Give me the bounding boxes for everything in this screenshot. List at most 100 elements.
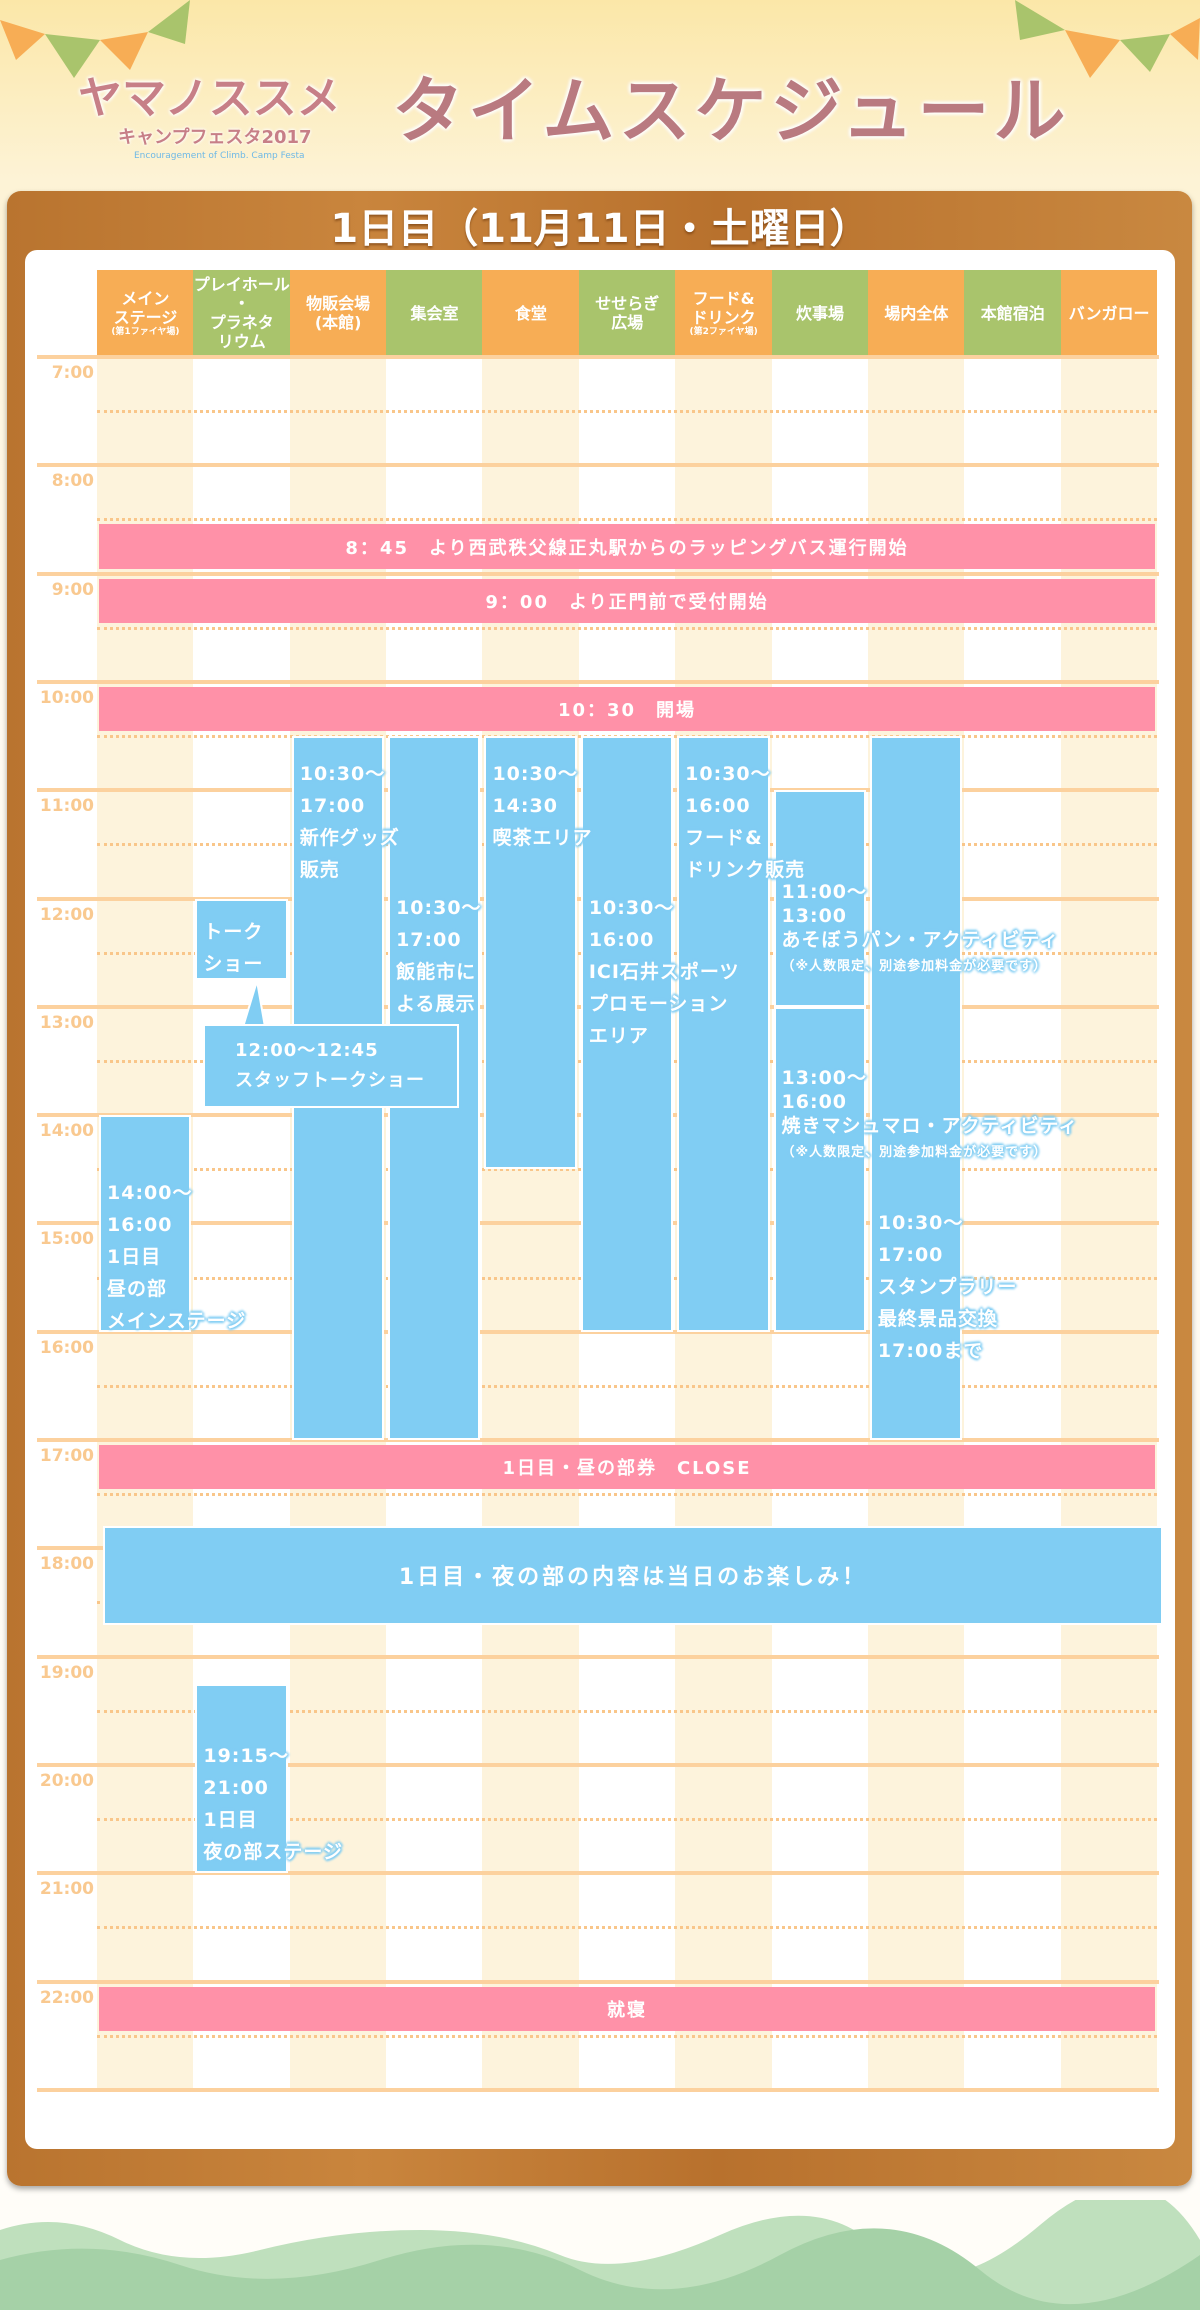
time-label: 8:00 <box>51 471 94 492</box>
column-header: せせらぎ 広場 <box>578 270 676 356</box>
half-hour-line <box>97 518 1157 522</box>
schedule-event: 10:30〜 16:00 フード& ドリンク販売 <box>677 736 804 1332</box>
event-text: 10:30〜 16:00 ICI石井スポーツ プロモーション エリア <box>589 828 740 1052</box>
time-label: 9:00 <box>51 579 94 600</box>
bunting-decoration <box>0 0 190 78</box>
time-label: 20:00 <box>39 1770 94 1791</box>
schedule-event: 10：30 開場 <box>99 686 1155 732</box>
schedule-event: トーク ショー <box>195 898 288 980</box>
time-label: 7:00 <box>51 363 94 383</box>
hour-line <box>37 679 1159 684</box>
column-header: 集会室 <box>386 270 483 356</box>
column-header: プレイホール ・ プラネタ リウム <box>193 270 291 356</box>
time-label: 14:00 <box>39 1121 94 1142</box>
schedule-event: 19:15〜 21:00 1日目 夜の部ステージ <box>195 1683 342 1874</box>
callout-tail <box>241 981 267 1027</box>
event-label: 14:00〜 16:00 1日目 昼の部 メインステージ <box>107 1182 247 1333</box>
column-header: メイン ステージ (第1ファイヤ場) <box>97 270 194 356</box>
schedule-event: 10:30〜 14:30 喫茶エリア <box>484 736 591 1170</box>
bunting-decoration <box>1015 0 1200 78</box>
event-label: トーク ショー <box>203 920 264 975</box>
time-label: 15:00 <box>39 1229 94 1250</box>
event-note: （※人数限定、別途参加料金が必要です） <box>781 1144 1048 1160</box>
event-text: トーク ショー <box>203 916 263 980</box>
column-header: 炊事場 <box>771 270 869 356</box>
event-text: 10:30〜 16:00 フード& ドリンク販売 <box>685 758 805 886</box>
hour-line <box>37 1871 1159 1876</box>
event-text: 11:00〜 13:00 あそぼうパン・アクティビティ （※人数限定、別途参加料金… <box>782 880 1060 979</box>
talk-show-callout: 12:00〜12:45 スタッフトークショー <box>203 1024 459 1108</box>
half-hour-line <box>97 1818 1157 1822</box>
time-label: 10:00 <box>39 687 94 708</box>
event-text: 19:15〜 21:00 1日目 夜の部ステージ <box>203 1708 343 1868</box>
schedule-event: 8：45 より西武秩父線正丸駅からのラッピングバス運行開始 <box>99 524 1155 569</box>
schedule-event: 11:00〜 13:00 あそぼうパン・アクティビティ （※人数限定、別途参加料金… <box>773 790 1058 1007</box>
time-label: 22:00 <box>39 1987 94 2008</box>
event-note: （※人数限定、別途参加料金が必要です） <box>781 959 1048 975</box>
time-label: 12:00 <box>39 904 94 925</box>
event-label: 13:00〜 16:00 焼きマシュマロ・アクティビティ <box>781 1066 1079 1137</box>
event-text: 13:00〜 16:00 焼きマシュマロ・アクティビティ （※人数限定、別途参加料… <box>782 1066 1079 1165</box>
time-label: 18:00 <box>39 1554 94 1575</box>
schedule-event: 14:00〜 16:00 1日目 昼の部 メインステージ <box>99 1115 245 1332</box>
time-label: 19:00 <box>39 1662 94 1683</box>
event-text: 10:30〜 17:00 新作グッズ 販売 <box>300 758 400 886</box>
hour-line <box>37 1654 1159 1659</box>
column-header-label: バンガロー <box>1068 303 1150 323</box>
schedule-event: 13:00〜 16:00 焼きマシュマロ・アクティビティ （※人数限定、別途参加料… <box>773 1006 1077 1332</box>
half-hour-line <box>97 1709 1157 1713</box>
schedule-event: 9：00 より正門前で受付開始 <box>99 578 1155 623</box>
event-label: 10:30〜 17:00 スタンプラリー 最終景品交換 17:00まで <box>877 1212 1018 1363</box>
event-label: 10:30〜 16:00 ICI石井スポーツ プロモーション エリア <box>588 897 740 1048</box>
column-header-label: 本館宿泊 <box>980 303 1045 323</box>
half-hour-line <box>97 1926 1157 1930</box>
hills-decoration <box>0 2200 1200 2310</box>
event-text: 14:00〜 16:00 1日目 昼の部 メインステージ <box>107 1177 246 1337</box>
event-text: 10:30〜 17:00 飯能市に よる展示 <box>396 828 481 1020</box>
column-header-label: 集会室 <box>410 303 459 323</box>
hour-line <box>37 571 1159 576</box>
event-label: 10:30〜 17:00 新作グッズ 販売 <box>299 763 400 882</box>
column-header-label: 食堂 <box>514 303 547 323</box>
half-hour-line <box>97 1384 1157 1388</box>
column-header: フード& ドリンク (第2ファイヤ場) <box>675 270 773 356</box>
logo-english-text: Encouragement of Climb. Camp Festa <box>134 151 305 161</box>
hour-line <box>37 1329 1159 1334</box>
time-label: 16:00 <box>39 1337 94 1358</box>
column-header-sublabel: (第2ファイヤ場) <box>689 326 758 337</box>
hour-line <box>37 463 1159 468</box>
event-label: 10:30〜 17:00 飯能市に よる展示 <box>396 897 482 1016</box>
schedule-event: 10:30〜 16:00 ICI石井スポーツ プロモーション エリア <box>580 736 739 1332</box>
hour-line <box>37 1438 1159 1442</box>
column-header: 場内全体 <box>867 270 965 356</box>
schedule-event: 1日目・昼の部券 CLOSE <box>99 1445 1155 1490</box>
half-hour-line <box>97 1493 1157 1497</box>
festival-logo: ヤマノススメ キャンプフェスタ2017 Encouragement of Cli… <box>78 72 368 168</box>
column-header: バンガロー <box>1060 270 1158 356</box>
half-hour-line <box>97 2034 1157 2038</box>
hour-line <box>37 1979 1159 1984</box>
half-hour-line <box>97 410 1157 414</box>
column-header: 本館宿泊 <box>964 270 1062 356</box>
hour-line <box>37 355 1159 359</box>
event-text: 10:30〜 17:00 スタンプラリー 最終景品交換 17:00まで <box>878 919 1017 1367</box>
event-label: 10:30〜 16:00 フード& ドリンク販売 <box>685 763 806 882</box>
page-title: タイムスケジュール <box>392 69 1070 153</box>
column-header-label: 場内全体 <box>884 303 949 323</box>
column-header-label: 物販会場 (本館) <box>306 294 371 332</box>
day-title: 1日目（11月11日・土曜日） <box>330 206 870 252</box>
column-header-label: せせらぎ 広場 <box>595 294 660 332</box>
schedule-event: 就寝 <box>99 1986 1155 2031</box>
hour-line <box>37 1762 1159 1767</box>
column-header-label: 炊事場 <box>795 303 844 323</box>
time-label: 17:00 <box>39 1446 94 1466</box>
schedule-event: 10:30〜 17:00 スタンプラリー 最終景品交換 17:00まで <box>869 736 1016 1440</box>
column-header-label: フード& ドリンク <box>691 288 756 327</box>
logo-sub-text: キャンプフェスタ2017 <box>118 127 312 148</box>
time-label: 13:00 <box>39 1012 94 1033</box>
column-header-sublabel: (第1ファイヤ場) <box>111 326 180 337</box>
column-header: 物販会場 (本館) <box>289 270 387 356</box>
column-header: 食堂 <box>482 270 580 356</box>
schedule-event: 1日目・夜の部の内容は当日のお楽しみ！ <box>103 1526 1163 1625</box>
time-label: 11:00 <box>39 796 94 817</box>
